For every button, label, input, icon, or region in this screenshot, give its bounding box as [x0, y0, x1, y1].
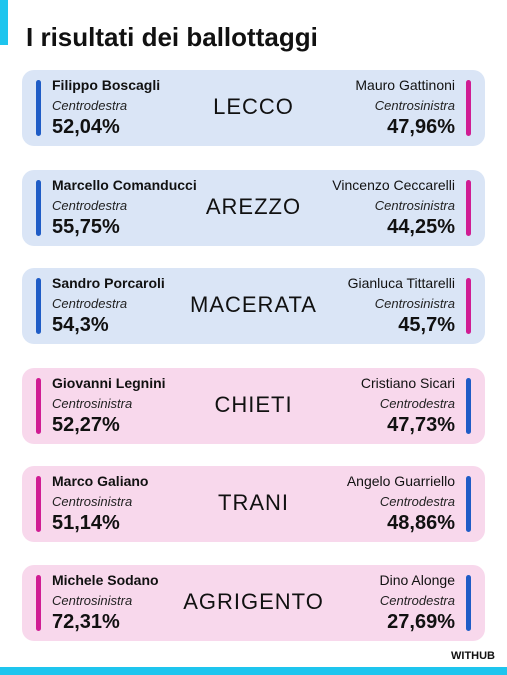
city-name: CHIETI — [214, 392, 293, 417]
coalition: Centrodestra — [379, 593, 455, 608]
title: I risultati dei ballottaggi — [26, 22, 318, 52]
accent-bar — [0, 0, 8, 45]
coalition: Centrosinistra — [52, 494, 133, 509]
result: 47,73% — [387, 414, 455, 436]
candidate-name: Mauro Gattinoni — [355, 77, 455, 93]
city-name: TRANI — [218, 490, 289, 515]
result-card: AREZZO Marcello Comanducci Centrodestra 55,… — [22, 170, 485, 246]
result-card: CHIETI Giovanni Legnini Centrosinistra 52,2… — [22, 368, 485, 444]
left-bar — [36, 378, 41, 434]
right-bar — [466, 80, 471, 136]
coalition: Centrosinistra — [374, 98, 455, 113]
result-card: TRANI Marco Galiano Centrosinistra 51,14% An… — [22, 466, 485, 542]
coalition: Centrodestra — [52, 296, 128, 311]
candidate-name: Giovanni Legnini — [52, 375, 166, 391]
city-name: LECCO — [213, 94, 294, 119]
result: 54,3% — [52, 314, 109, 336]
result: 55,75% — [52, 216, 120, 238]
right-bar — [466, 278, 471, 334]
candidate-name: Michele Sodano — [52, 572, 159, 588]
result: 52,04% — [52, 116, 120, 138]
left-bar — [36, 180, 41, 236]
candidate-name: Filippo Boscagli — [52, 77, 161, 93]
coalition: Centrodestra — [379, 396, 455, 411]
coalition: Centrodestra — [379, 494, 455, 509]
right-bar — [466, 180, 471, 236]
right-bar — [466, 476, 471, 532]
right-bar — [466, 575, 471, 631]
candidate-name: Marco Galiano — [52, 473, 149, 489]
result: 51,14% — [52, 512, 120, 534]
city-name: MACERATA — [190, 292, 317, 317]
left-bar — [36, 476, 41, 532]
result: 48,86% — [387, 512, 455, 534]
result-card: AGRIGENTO Michele Sodano Centrosinistra 72,… — [22, 565, 485, 641]
result: 27,69% — [387, 611, 455, 633]
candidate-name: Marcello Comanducci — [52, 177, 197, 193]
coalition: Centrosinistra — [374, 198, 455, 213]
right-bar — [466, 378, 471, 434]
left-bar — [36, 575, 41, 631]
result: 72,31% — [52, 611, 120, 633]
city-name: AREZZO — [205, 194, 302, 219]
candidate-name: Vincenzo Ceccarelli — [332, 177, 455, 193]
candidate-name: Cristiano Sicari — [360, 375, 455, 391]
footer-logo: WITHUB — [451, 650, 495, 662]
left-bar — [36, 278, 41, 334]
candidate-name: Sandro Porcaroli — [52, 275, 165, 291]
result: 45,7% — [398, 314, 455, 336]
left-bar — [36, 80, 41, 136]
candidate-name: Angelo Guarriello — [346, 473, 455, 489]
bottom-strip — [0, 667, 507, 675]
result: 47,96% — [387, 116, 455, 138]
city-name: AGRIGENTO — [183, 589, 324, 614]
result-card: MACERATA Sandro Porcaroli Centrodestra 54,3… — [22, 268, 485, 344]
candidate-name: Gianluca Tittarelli — [347, 275, 455, 291]
coalition: Centrodestra — [52, 98, 128, 113]
candidate-name: Dino Alonge — [379, 572, 455, 588]
result: 52,27% — [52, 414, 120, 436]
coalition: Centrodestra — [52, 198, 128, 213]
coalition: Centrosinistra — [374, 296, 455, 311]
result-card: LECCO Filippo Boscagli Centrodestra 52,04% M… — [22, 70, 485, 146]
result: 44,25% — [387, 216, 455, 238]
coalition: Centrosinistra — [52, 593, 133, 608]
coalition: Centrosinistra — [52, 396, 133, 411]
